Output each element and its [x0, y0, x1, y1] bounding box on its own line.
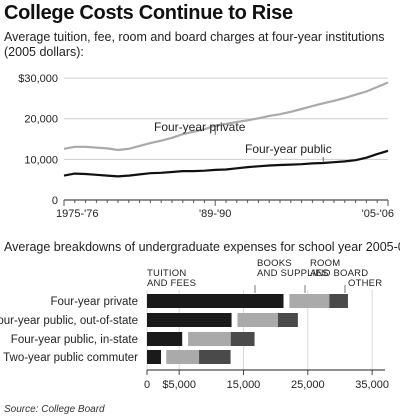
category-label: Four-year public, in-state — [11, 334, 138, 346]
bar-segment-tuition — [147, 313, 232, 327]
bar-chart-subtitle: Average breakdowns of undergraduate expe… — [4, 240, 400, 254]
x-tick-label: '05-'06 — [362, 208, 394, 220]
bar-segment-other — [230, 332, 255, 346]
line-chart-subtitle: Average tuition, fee, room and board cha… — [4, 30, 385, 59]
line-chart-grid — [64, 77, 388, 160]
bar-segment-books — [161, 350, 167, 364]
bar-segment-other — [277, 313, 298, 327]
bar-segment-room-board — [166, 350, 200, 364]
y-tick-label: 0 — [52, 195, 58, 207]
category-label: Four-year public, out-of-state — [0, 315, 138, 327]
bar-segment-room-board — [289, 294, 330, 308]
x-tick-label: 1975-'76 — [56, 208, 98, 220]
x-tick-label: 0 — [144, 379, 150, 391]
x-tick-label: $5,000 — [162, 379, 196, 391]
bar-segment-books — [182, 332, 189, 346]
bar-segment-tuition — [147, 294, 284, 308]
y-tick-label: 20,000 — [24, 114, 58, 126]
category-label: Two-year public commuter — [3, 352, 138, 364]
legend-label: OTHER — [348, 278, 382, 289]
bar-segment-other — [199, 350, 231, 364]
bar-chart-axes: 0 $5,000 15,000 25,000 35,000 Four-year priva… — [0, 296, 389, 391]
bar-segment-room-board — [188, 332, 231, 346]
line-chart-axes: 0 10,000 20,000 $30,000 1975-'76 '89-'90 '05-'… — [18, 73, 394, 220]
bar-segment-room-board — [237, 313, 278, 327]
bar-segment-tuition — [147, 350, 162, 364]
y-tick-label: $30,000 — [18, 73, 58, 85]
chart-title: College Costs Continue to Rise — [4, 2, 293, 24]
category-label: Four-year private — [50, 296, 138, 308]
y-tick-label: 10,000 — [24, 154, 58, 166]
x-tick-label: 35,000 — [355, 379, 389, 391]
x-tick-label: 25,000 — [291, 379, 325, 391]
legend-label: BOOKS AND SUPPLIES — [257, 258, 329, 279]
x-tick-label: '89-'90 — [199, 208, 231, 220]
legend-label: TUITION AND FEES — [147, 268, 196, 289]
series-label: Four-year public — [245, 142, 332, 156]
line-chart: Four-year private Four-year public 0 10,00… — [18, 73, 394, 220]
legend-label: ROOM AND BOARD — [310, 258, 368, 279]
x-tick-label: 15,000 — [227, 379, 261, 391]
line-chart-series: Four-year private Four-year public — [63, 81, 389, 178]
source-note: Source: College Board — [4, 404, 105, 415]
bar-segment-books — [283, 294, 290, 308]
bar-chart-bars — [147, 294, 348, 364]
bar-segment-other — [329, 294, 348, 308]
bar-segment-books — [231, 313, 238, 327]
series-label: Four-year private — [154, 120, 246, 134]
bar-segment-tuition — [147, 332, 183, 346]
